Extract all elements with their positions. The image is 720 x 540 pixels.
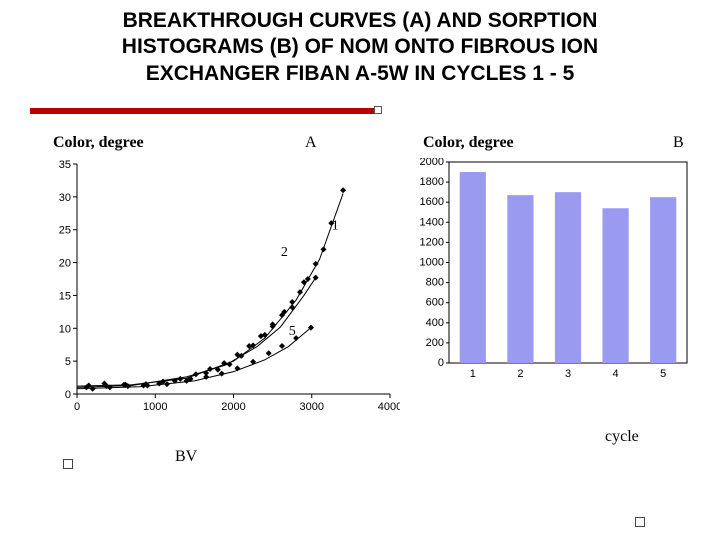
svg-text:600: 600 bbox=[426, 297, 444, 309]
title-line-2: HISTOGRAMS (B) OF NOM ONTO FIBROUS ION bbox=[122, 35, 598, 58]
bar-cycle-2 bbox=[507, 195, 533, 363]
bar-cycle-4 bbox=[603, 208, 629, 363]
breakthrough-chart: 0510152025303501000200030004000125 bbox=[45, 158, 400, 418]
svg-text:25: 25 bbox=[59, 225, 71, 237]
svg-text:2000: 2000 bbox=[221, 401, 245, 413]
svg-text:4000: 4000 bbox=[378, 401, 400, 413]
title-line-1: BREAKTHROUGH CURVES (A) AND SORPTION bbox=[123, 9, 598, 32]
xtick-label: 2 bbox=[517, 368, 523, 380]
decorative-square-1 bbox=[63, 459, 73, 469]
svg-text:1600: 1600 bbox=[420, 196, 444, 208]
svg-text:200: 200 bbox=[426, 337, 444, 349]
panel-b-letter: B bbox=[673, 134, 684, 152]
marker-cycle-2 bbox=[289, 304, 295, 310]
sorption-histogram: 0 200 400 600 800 1000 1200 1400 1600 1800 2000 1 2 3… bbox=[415, 158, 695, 383]
panel-a-ylabel: Color, degree bbox=[53, 134, 144, 152]
bar-cycle-1 bbox=[460, 172, 486, 363]
slide-title: BREAKTHROUGH CURVES (A) AND SORPTION HIS… bbox=[0, 8, 720, 87]
panel-b-ylabel: Color, degree bbox=[423, 134, 514, 152]
marker-cycle-5 bbox=[279, 343, 285, 349]
svg-text:30: 30 bbox=[59, 192, 71, 204]
marker-cycle-2 bbox=[313, 275, 319, 281]
curve-label: 1 bbox=[332, 219, 339, 234]
panel-b-xlabel: cycle bbox=[605, 428, 639, 446]
svg-text:35: 35 bbox=[59, 159, 71, 171]
marker-cycle-2 bbox=[193, 371, 199, 377]
panel-a: Color, degree A 051015202530350100020003… bbox=[45, 128, 400, 428]
svg-text:0: 0 bbox=[65, 389, 71, 401]
marker-cycle-2 bbox=[177, 376, 183, 382]
svg-text:1200: 1200 bbox=[420, 236, 444, 248]
svg-text:800: 800 bbox=[426, 277, 444, 289]
curve-fit-2 bbox=[77, 278, 316, 388]
svg-text:1800: 1800 bbox=[420, 176, 444, 188]
svg-text:0: 0 bbox=[438, 357, 444, 369]
marker-cycle-5 bbox=[219, 371, 225, 377]
svg-text:1400: 1400 bbox=[420, 216, 444, 228]
svg-text:1000: 1000 bbox=[143, 401, 167, 413]
marker-cycle-5 bbox=[266, 350, 272, 356]
title-shadow-box bbox=[374, 106, 382, 114]
xtick-label: 1 bbox=[470, 368, 476, 380]
panel-b: Color, degree B 020040060080010001200140… bbox=[415, 128, 695, 428]
svg-text:3000: 3000 bbox=[300, 401, 324, 413]
red-underline bbox=[30, 108, 375, 114]
svg-text:5: 5 bbox=[65, 356, 71, 368]
svg-text:2000: 2000 bbox=[420, 158, 444, 168]
marker-cycle-1 bbox=[320, 246, 326, 252]
panel-a-letter: A bbox=[305, 134, 317, 152]
decorative-square-2 bbox=[635, 517, 645, 527]
bar-cycle-3 bbox=[555, 192, 581, 363]
marker-cycle-2 bbox=[207, 366, 213, 372]
svg-text:15: 15 bbox=[59, 290, 71, 302]
xtick-label: 4 bbox=[613, 368, 619, 380]
marker-cycle-1 bbox=[340, 187, 346, 193]
xtick-label: 3 bbox=[565, 368, 571, 380]
curve-label: 5 bbox=[289, 324, 296, 339]
title-line-3: EXCHANGER FIBAN A-5W IN CYCLES 1 - 5 bbox=[146, 62, 575, 85]
svg-text:20: 20 bbox=[59, 258, 71, 270]
svg-text:10: 10 bbox=[59, 323, 71, 335]
curve-fit-1 bbox=[77, 194, 343, 387]
svg-text:0: 0 bbox=[74, 401, 80, 413]
svg-text:400: 400 bbox=[426, 317, 444, 329]
curve-fit-5 bbox=[77, 328, 311, 389]
xtick-label: 5 bbox=[660, 368, 666, 380]
panel-a-xlabel: BV bbox=[175, 448, 197, 466]
bar-cycle-5 bbox=[650, 197, 676, 363]
curve-label: 2 bbox=[281, 245, 288, 260]
svg-text:1000: 1000 bbox=[420, 257, 444, 269]
marker-cycle-1 bbox=[289, 299, 295, 305]
